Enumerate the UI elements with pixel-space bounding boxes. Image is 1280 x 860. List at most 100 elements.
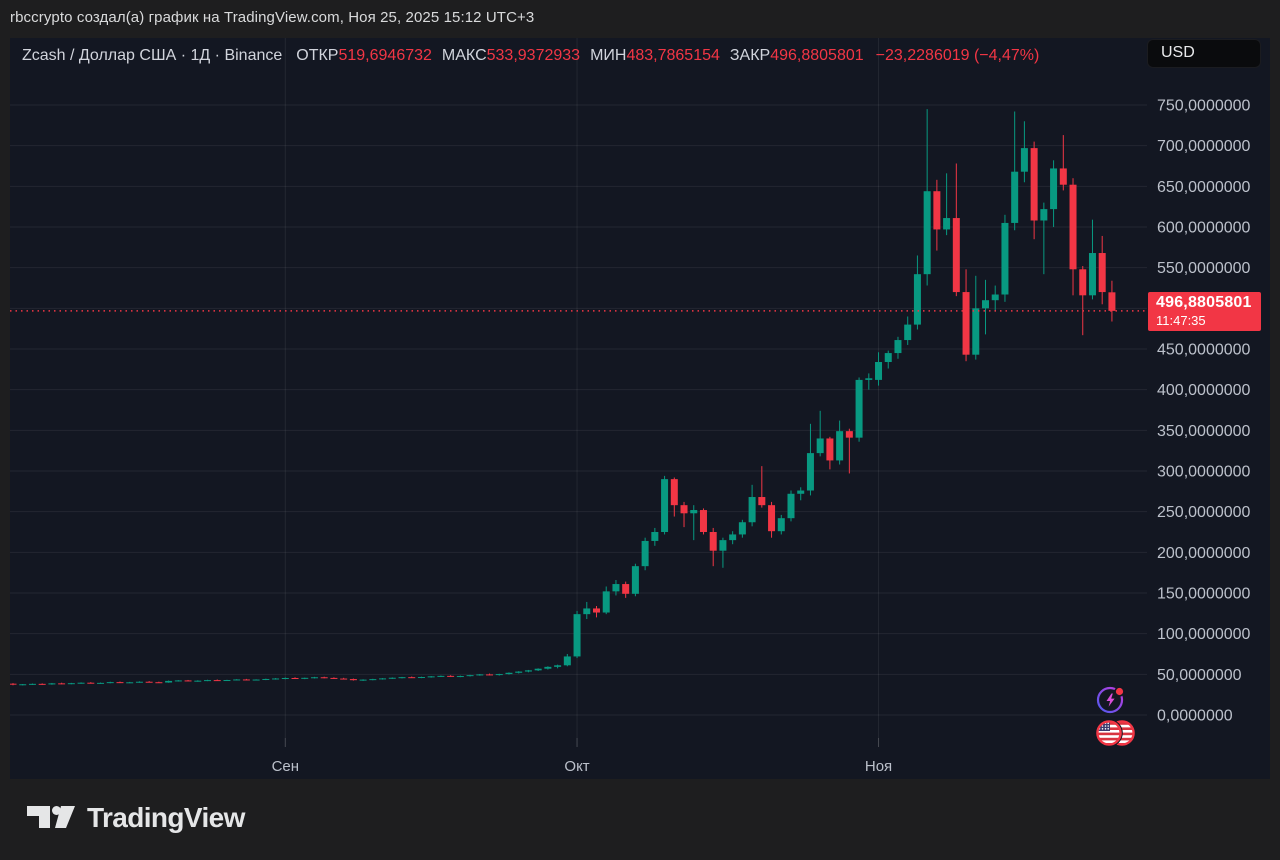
candle-body bbox=[437, 675, 445, 677]
candle-body bbox=[456, 676, 464, 678]
candle-body bbox=[67, 683, 75, 685]
candle-body bbox=[252, 679, 260, 681]
candle-body bbox=[991, 294, 999, 301]
time-axis-label: Окт bbox=[564, 758, 589, 775]
time-scale[interactable] bbox=[10, 738, 1147, 779]
lightning-stream-button[interactable] bbox=[1096, 684, 1128, 716]
ohlc-item: ЗАКР496,8805801 bbox=[729, 47, 864, 64]
candle-body bbox=[476, 674, 484, 676]
candle-body bbox=[894, 340, 902, 354]
candle-body bbox=[320, 677, 328, 679]
candle-body bbox=[495, 674, 503, 676]
candle-body bbox=[145, 681, 153, 683]
candle-body bbox=[923, 191, 931, 275]
candle-body bbox=[699, 510, 707, 533]
ohlc-values: ОТКР519,6946732 МАКС533,9372933 МИН483,786… bbox=[296, 47, 873, 65]
time-axis-label: Ноя bbox=[865, 758, 892, 775]
candle-body bbox=[97, 682, 105, 684]
change-value: −23,2286019 (−4,47%) bbox=[875, 47, 1040, 64]
candle-body bbox=[184, 680, 192, 682]
price-axis-label: 650,0000000 bbox=[1157, 179, 1251, 196]
price-axis-label: 250,0000000 bbox=[1157, 504, 1251, 521]
candle-body bbox=[213, 680, 221, 682]
candle-body bbox=[865, 378, 873, 380]
candle-body bbox=[155, 682, 163, 684]
chart-canvas[interactable]: 750,0000000 700,0000000 650,0000000 600,000… bbox=[10, 38, 1270, 779]
price-axis-label: 550,0000000 bbox=[1157, 260, 1251, 277]
candle-body bbox=[622, 584, 630, 594]
candle-body bbox=[690, 510, 698, 514]
candle-body bbox=[447, 675, 455, 677]
price-axis-label: 700,0000000 bbox=[1157, 138, 1251, 155]
candle-body bbox=[505, 672, 513, 675]
candle-body bbox=[330, 677, 338, 679]
candle-body bbox=[301, 677, 309, 679]
candle-body bbox=[262, 678, 270, 680]
us-flag-icon bbox=[1095, 719, 1135, 747]
candle-body bbox=[427, 676, 435, 678]
candle-body bbox=[204, 680, 211, 682]
attribution-text: rbccrypto создал(а) график на TradingVie… bbox=[10, 9, 535, 26]
currency-unit-button[interactable]: USD bbox=[1147, 39, 1261, 68]
candle-body bbox=[962, 292, 970, 355]
tradingview-logo-icon bbox=[27, 806, 75, 828]
candle-body bbox=[1030, 148, 1038, 221]
candle-body bbox=[1011, 171, 1019, 223]
candle-body bbox=[797, 490, 805, 494]
candle-body bbox=[281, 677, 289, 679]
price-scale[interactable] bbox=[1147, 38, 1270, 779]
flag-marker-button[interactable] bbox=[1094, 717, 1142, 749]
candle-body bbox=[602, 591, 610, 613]
candle-body bbox=[116, 682, 124, 684]
candle-body bbox=[1098, 253, 1106, 293]
candle-body bbox=[719, 540, 727, 551]
candle-body bbox=[194, 680, 202, 682]
candle-body bbox=[77, 682, 85, 684]
candle-body bbox=[777, 518, 785, 532]
candle-body bbox=[554, 665, 562, 667]
candle-body bbox=[1108, 292, 1116, 311]
candle-body bbox=[242, 679, 250, 681]
candle-body bbox=[135, 681, 143, 683]
candle-body bbox=[38, 683, 46, 685]
candle-body bbox=[272, 678, 280, 680]
candle-body bbox=[913, 274, 921, 325]
candle-body bbox=[933, 191, 941, 230]
candle-body bbox=[1020, 148, 1028, 172]
candle-body bbox=[855, 379, 863, 438]
price-axis-label: 750,0000000 bbox=[1157, 98, 1251, 115]
candle-body bbox=[1069, 184, 1077, 270]
candle-body bbox=[709, 532, 717, 551]
candle-body bbox=[379, 678, 387, 680]
candle-body bbox=[1001, 222, 1009, 295]
candle-body bbox=[680, 505, 688, 514]
candle-body bbox=[651, 532, 659, 541]
candle-body bbox=[48, 683, 56, 685]
price-axis-label: 150,0000000 bbox=[1157, 586, 1251, 603]
candle-body bbox=[806, 453, 814, 491]
candle-body bbox=[1040, 209, 1048, 221]
candle-body bbox=[661, 479, 669, 533]
candle-body bbox=[816, 438, 824, 454]
candle-body bbox=[359, 679, 367, 681]
candle-body bbox=[758, 497, 766, 506]
price-axis-label: 350,0000000 bbox=[1157, 423, 1251, 440]
candle-body bbox=[515, 671, 523, 673]
ohlc-item: МАКС533,9372933 bbox=[441, 47, 581, 64]
price-axis-label: 450,0000000 bbox=[1157, 342, 1251, 359]
candle-body bbox=[340, 678, 348, 680]
chart-legend: Zcash / Доллар США · 1Д · Binance ОТКР51… bbox=[22, 47, 1039, 65]
symbol-title: Zcash / Доллар США · 1Д · Binance bbox=[22, 47, 283, 64]
tradingview-logo-text: TradingView bbox=[87, 802, 245, 833]
candle-body bbox=[10, 683, 17, 685]
chart-pane[interactable]: 750,0000000 700,0000000 650,0000000 600,000… bbox=[10, 38, 1270, 779]
ohlc-item: ОТКР519,6946732 bbox=[296, 47, 432, 64]
candle-body bbox=[943, 218, 951, 230]
price-axis-label: 50,0000000 bbox=[1157, 667, 1242, 684]
candle-body bbox=[466, 675, 474, 677]
candle-body bbox=[1059, 168, 1067, 185]
candle-body bbox=[19, 684, 27, 686]
candle-body bbox=[904, 324, 912, 341]
candle-body bbox=[398, 677, 406, 679]
tradingview-logo[interactable]: TradingView bbox=[26, 802, 245, 834]
